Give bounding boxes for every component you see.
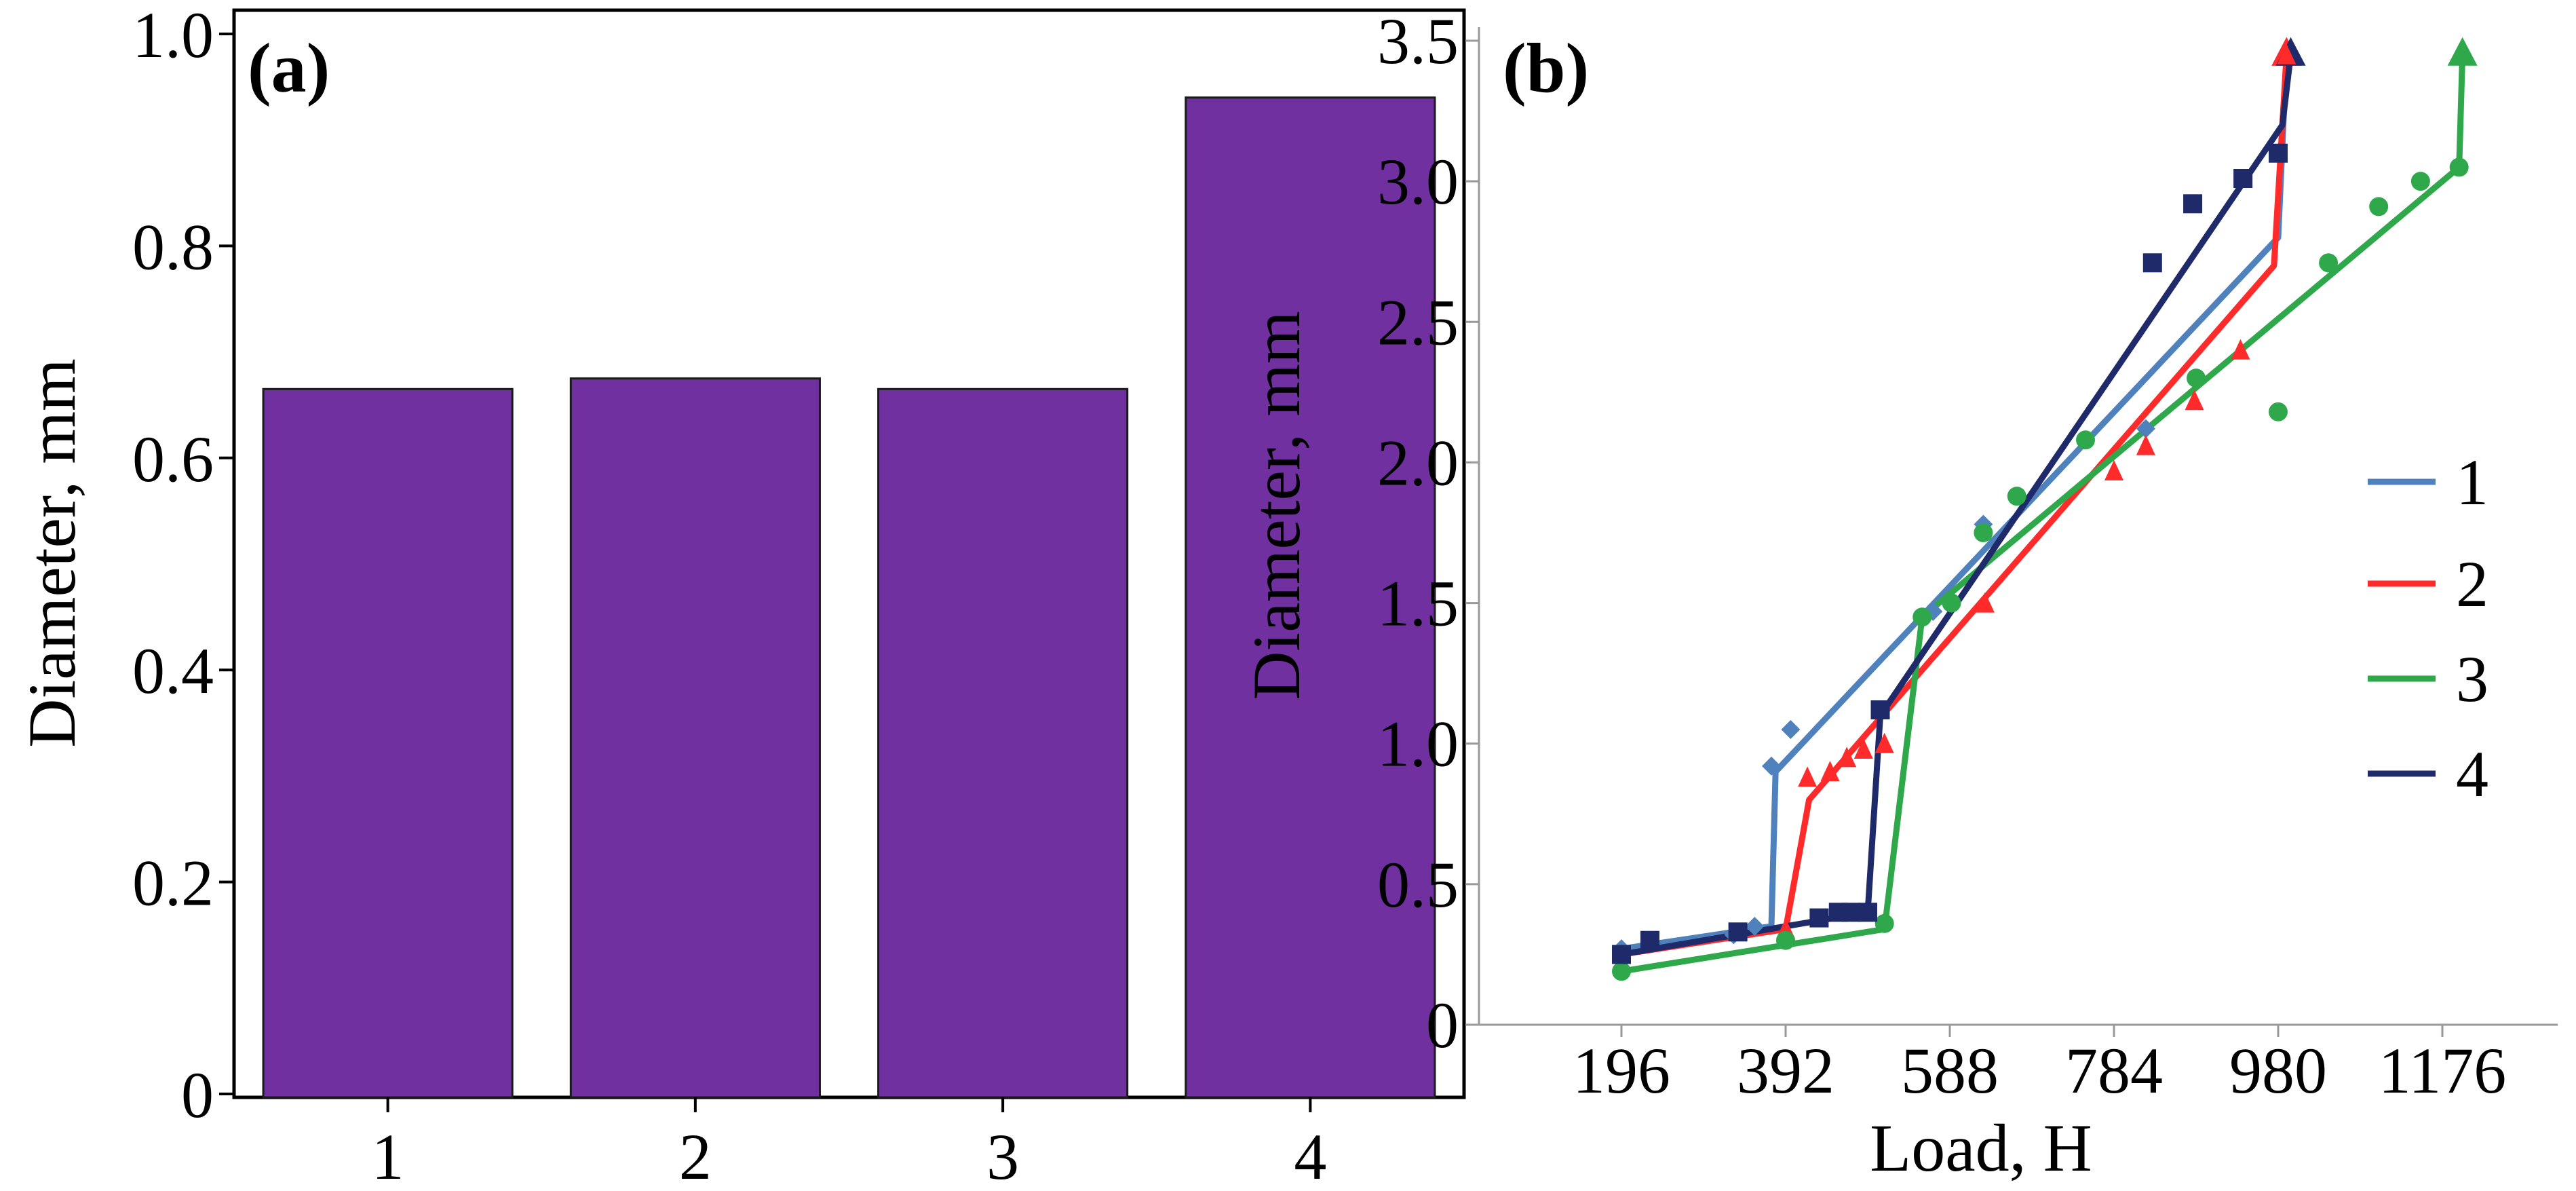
panel-a-bar-chart: 0 0.2 0.4 0.6 0.8 1.0 1 2 3 4 (a) Diameter, mm xyxy=(14,0,1466,1191)
data-point-series-1 xyxy=(1745,917,1765,936)
x-tick-label: 2 xyxy=(679,1120,712,1191)
panel-b-x-ticks: 196 392 588 784 980 1176 xyxy=(1573,1025,2506,1107)
data-point-series-2 xyxy=(1837,746,1857,768)
data-point-series-3 xyxy=(1974,523,1993,542)
data-point-series-3 xyxy=(2369,197,2389,216)
data-point-series-3 xyxy=(1776,930,1795,950)
data-point-series-2 xyxy=(2104,459,2123,480)
data-point-series-3 xyxy=(1942,593,1961,613)
data-point-series-4 xyxy=(1870,700,1890,719)
y-tick-label: 1.5 xyxy=(1377,567,1459,640)
y-tick-label: 0 xyxy=(181,1059,214,1131)
series-line-2 xyxy=(1618,52,2290,958)
legend-label-4: 4 xyxy=(2456,738,2488,810)
data-point-series-4 xyxy=(2233,169,2253,188)
panel-a-y-ticks: 0 0.2 0.4 0.6 0.8 1.0 xyxy=(132,0,234,1131)
data-point-series-2 xyxy=(2185,390,2204,411)
data-point-series-2 xyxy=(1853,738,1873,759)
data-point-series-3 xyxy=(2007,487,2026,506)
x-tick-label: 392 xyxy=(1737,1034,1834,1107)
x-tick-label: 1 xyxy=(372,1120,404,1191)
y-tick-label: 0.8 xyxy=(132,210,214,283)
panel-b-line-chart: 00.51.01.52.02.53.03.5 196 392 588 784 980 11… xyxy=(1239,5,2558,1186)
data-point-series-3 xyxy=(2269,402,2288,421)
y-tick-label: 2.5 xyxy=(1377,286,1459,358)
data-point-series-3 xyxy=(1875,913,1894,933)
x-tick-label: 784 xyxy=(2065,1034,2163,1107)
series-line-4 xyxy=(1618,52,2294,958)
panel-a-plot-frame xyxy=(232,8,1466,1099)
x-tick-label: 3 xyxy=(986,1120,1019,1191)
x-tick-label: 980 xyxy=(2229,1034,2327,1107)
bar-2 xyxy=(569,377,821,1099)
data-point-series-4 xyxy=(1858,903,1877,922)
bar-1 xyxy=(262,387,514,1099)
data-point-series-1 xyxy=(1781,720,1801,739)
y-tick-label: 1.0 xyxy=(1377,708,1459,780)
data-point-series-1 xyxy=(1762,756,1782,776)
panel-b-y-axis-label: Diameter, mm xyxy=(1239,311,1314,700)
panel-a-x-ticks: 1 2 3 4 xyxy=(372,1097,1326,1191)
data-point-series-2 xyxy=(1798,766,1818,787)
y-tick-label: 0 xyxy=(1426,989,1459,1061)
data-point-series-2 xyxy=(2277,43,2296,64)
y-tick-label: 0.6 xyxy=(132,423,214,495)
x-tick-label: 588 xyxy=(1901,1034,1999,1107)
panel-b-label: (b) xyxy=(1503,29,1589,107)
legend-label-1: 1 xyxy=(2456,446,2488,518)
data-point-series-2 xyxy=(2231,339,2250,360)
panel-a-label: (a) xyxy=(248,29,330,107)
data-point-series-4 xyxy=(2183,194,2203,214)
data-point-series-3 xyxy=(2449,157,2469,177)
data-point-series-3 xyxy=(2076,430,2096,450)
data-point-series-2 xyxy=(2136,434,2155,455)
panel-a-bars xyxy=(262,96,1436,1099)
bar-3 xyxy=(877,387,1129,1099)
x-tick-label: 4 xyxy=(1294,1120,1326,1191)
panel-b-legend: 1 2 3 4 xyxy=(2368,446,2488,810)
y-tick-label: 3.5 xyxy=(1377,5,1459,77)
data-point-series-2 xyxy=(1820,761,1840,782)
bar-4 xyxy=(1185,96,1436,1099)
panel-a-y-axis-label: Diameter, mm xyxy=(14,358,90,748)
data-point-series-4 xyxy=(2142,253,2162,273)
x-tick-label: 196 xyxy=(1573,1034,1670,1107)
y-tick-label: 0.4 xyxy=(132,635,214,707)
data-point-series-4 xyxy=(1809,908,1829,928)
panel-b-x-axis-label: Load, H xyxy=(1870,1110,2092,1186)
x-tick-label: 1176 xyxy=(2379,1034,2506,1107)
data-point-series-2 xyxy=(1875,732,1894,753)
series-line-3 xyxy=(1618,52,2466,975)
data-point-series-3 xyxy=(1612,962,1631,981)
y-tick-label: 2.0 xyxy=(1377,426,1459,499)
data-point-series-4 xyxy=(1841,903,1861,922)
data-point-series-2 xyxy=(1975,592,1995,613)
series-line-1 xyxy=(1618,52,2290,952)
data-point-series-4 xyxy=(1640,930,1659,950)
data-point-series-4 xyxy=(1612,945,1631,964)
data-point-series-4 xyxy=(1728,922,1748,942)
panel-b-series-points xyxy=(1612,43,2469,981)
legend-label-2: 2 xyxy=(2456,548,2488,620)
panel-b-y-ticks: 0 0.5 1.0 1.5 2.0 2.5 3.0 3.5 xyxy=(1377,5,1479,1061)
data-point-series-3 xyxy=(2410,172,2430,191)
legend-label-3: 3 xyxy=(2456,643,2488,715)
data-point-series-3 xyxy=(2319,253,2339,273)
y-tick-label: 3.0 xyxy=(1377,145,1459,218)
panel-b-series-lines xyxy=(1618,37,2478,975)
y-tick-label: 1.0 xyxy=(132,0,214,71)
series-arrowhead-3 xyxy=(2447,37,2478,66)
data-point-series-4 xyxy=(2269,143,2288,163)
data-point-series-3 xyxy=(1912,607,1932,627)
data-point-series-1 xyxy=(2136,419,2155,438)
y-tick-label: 0.2 xyxy=(132,847,214,920)
data-point-series-3 xyxy=(2187,368,2206,388)
y-tick-label: 0.5 xyxy=(1377,848,1459,921)
